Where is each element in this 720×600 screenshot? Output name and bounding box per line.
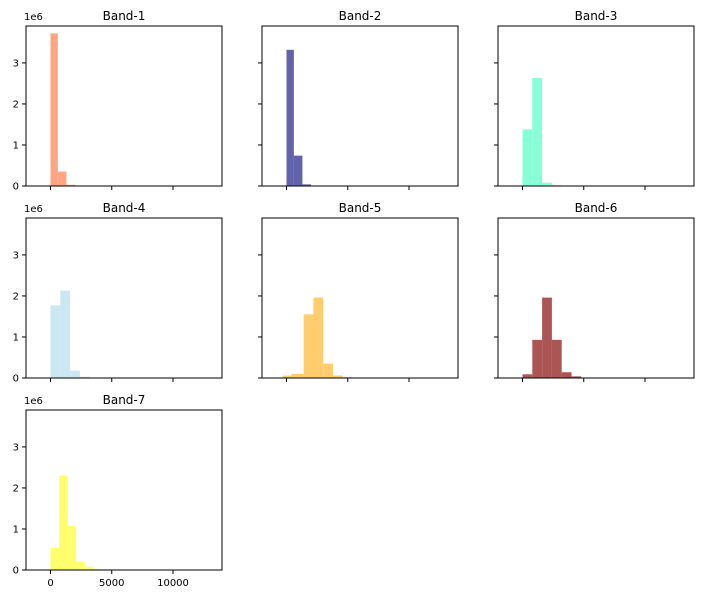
panel-title: Band-3 bbox=[575, 9, 618, 23]
histogram-bar bbox=[522, 374, 533, 378]
histogram-bar bbox=[79, 376, 90, 378]
histogram-bar bbox=[333, 375, 343, 378]
axes-frame bbox=[497, 217, 695, 379]
y-tick-label: 2 bbox=[13, 99, 19, 110]
y-tick-label: 2 bbox=[13, 291, 19, 302]
histogram-bar bbox=[542, 182, 552, 186]
panel-title: Band-4 bbox=[103, 201, 146, 215]
axes-frame bbox=[261, 25, 459, 187]
histogram-bar bbox=[291, 373, 304, 378]
panel-title: Band-7 bbox=[103, 393, 146, 407]
panel-1: Band-1 0 1 2 3 1e6 bbox=[13, 9, 223, 193]
y-tick-label: 1 bbox=[13, 140, 19, 151]
histogram-bar bbox=[76, 561, 85, 570]
histogram-bar bbox=[532, 78, 543, 186]
histogram-bar bbox=[571, 376, 582, 378]
y-exponent-label: 1e6 bbox=[24, 396, 43, 407]
y-exponent-label: 1e6 bbox=[24, 12, 43, 23]
histogram-bar bbox=[561, 372, 572, 378]
y-tick-label: 1 bbox=[13, 332, 19, 343]
histogram-bar bbox=[532, 339, 543, 378]
histogram-bar bbox=[57, 171, 67, 186]
histogram-bar bbox=[323, 363, 334, 378]
histogram-bar bbox=[50, 33, 58, 186]
x-tick-label: 10000 bbox=[157, 578, 189, 589]
axes-frame bbox=[25, 25, 223, 187]
panel-title: Band-5 bbox=[339, 201, 382, 215]
histogram-bar bbox=[84, 566, 94, 570]
y-tick-label: 0 bbox=[13, 182, 19, 193]
y-tick-label: 0 bbox=[13, 566, 19, 577]
y-tick-label: 3 bbox=[13, 442, 19, 453]
histogram-bar bbox=[313, 297, 324, 378]
panel-7: Band-7 0 1 2 3 1e6 0 5000 10000 bbox=[13, 393, 223, 589]
axes-frame bbox=[497, 25, 695, 187]
histogram-bar bbox=[303, 314, 314, 378]
histogram-bar bbox=[70, 370, 80, 378]
axes-frame bbox=[261, 217, 459, 379]
y-tick-label: 0 bbox=[13, 374, 19, 385]
y-tick-label: 1 bbox=[13, 524, 19, 535]
y-tick-label: 2 bbox=[13, 483, 19, 494]
histogram-bar bbox=[50, 547, 60, 570]
histogram-bar bbox=[302, 184, 311, 186]
panel-5: Band-5 bbox=[258, 201, 459, 382]
histogram-bar bbox=[50, 305, 61, 378]
panel-title: Band-1 bbox=[103, 9, 146, 23]
histogram-bar bbox=[67, 526, 77, 570]
histogram-bar bbox=[59, 475, 68, 570]
y-tick-label: 3 bbox=[13, 250, 19, 261]
histogram-bar bbox=[66, 184, 75, 186]
panel-2: Band-2 bbox=[258, 9, 459, 190]
histogram-bar bbox=[286, 49, 294, 186]
histogram-bar bbox=[551, 339, 562, 378]
x-tick-label: 0 bbox=[47, 578, 53, 589]
y-exponent-label: 1e6 bbox=[24, 204, 43, 215]
histogram-bar bbox=[93, 568, 102, 570]
histogram-bar bbox=[542, 297, 552, 378]
histogram-bar bbox=[60, 290, 71, 378]
panel-4: Band-4 0 1 2 3 1e6 bbox=[13, 201, 223, 385]
axes-frame bbox=[25, 217, 223, 379]
histogram-bar bbox=[522, 129, 533, 186]
histogram-bar bbox=[282, 375, 292, 378]
x-tick-label: 5000 bbox=[99, 578, 124, 589]
y-tick-label: 3 bbox=[13, 58, 19, 69]
panel-title: Band-6 bbox=[575, 201, 618, 215]
panel-title: Band-2 bbox=[339, 9, 382, 23]
histogram-bar bbox=[293, 155, 303, 186]
panel-6: Band-6 bbox=[494, 201, 695, 382]
axes-frame bbox=[25, 409, 223, 571]
panel-3: Band-3 bbox=[494, 9, 695, 190]
